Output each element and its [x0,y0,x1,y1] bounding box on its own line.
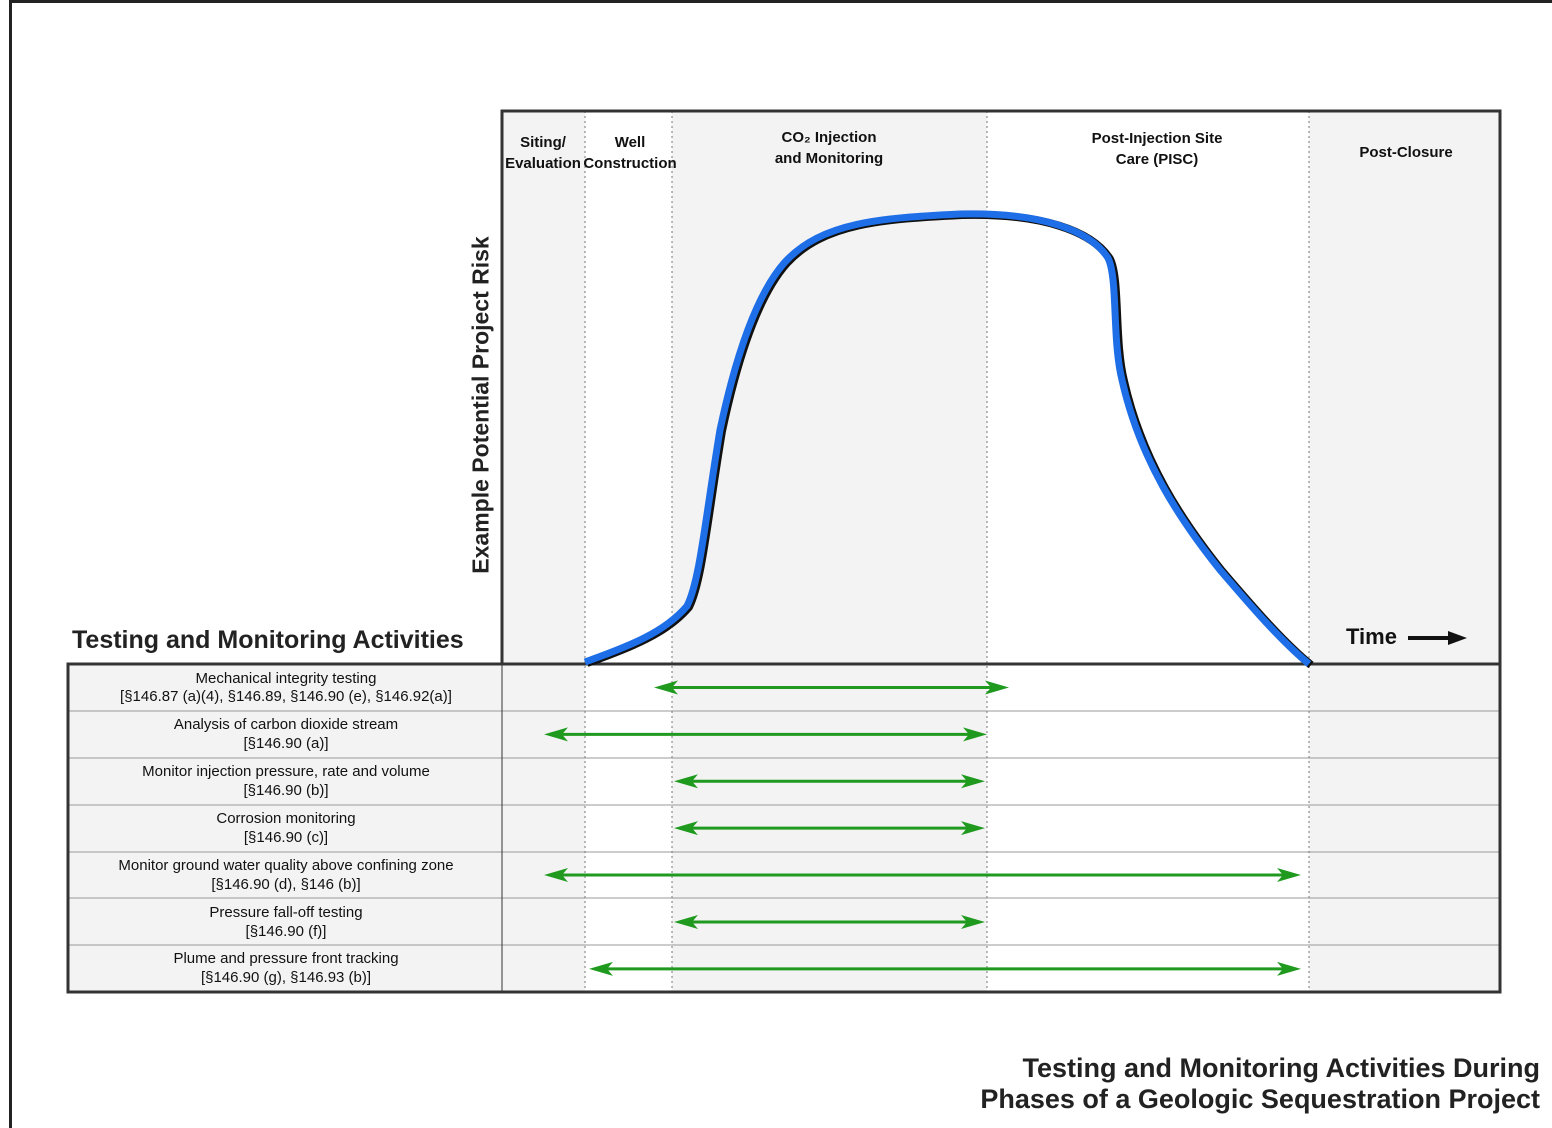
duration-arrow-head-right [985,680,1009,695]
duration-arrow-head-left [589,961,613,976]
phase-label-line: Well [615,134,646,151]
activity-citation: [§146.90 (a)] [243,735,328,752]
duration-arrow-head-right [1277,961,1301,976]
activity-row: Pressure fall-off testing [§146.90 (f)] [209,904,362,940]
phase-header-construction: Well Construction [583,134,676,172]
activity-name: Analysis of carbon dioxide stream [174,716,398,733]
activity-name: Pressure fall-off testing [209,904,362,921]
phase-label-line: Care (PISC) [1116,151,1199,168]
activity-name: Mechanical integrity testing [196,670,377,687]
figure-frame [9,0,1552,1128]
risk-curve [583,210,1312,667]
phase-bg-siting [502,111,585,992]
activity-name: Plume and pressure front tracking [173,950,398,967]
phase-label-line: CO₂ Injection [781,129,876,146]
phase-label-line: Siting/ [520,134,567,151]
activity-row: Plume and pressure front tracking [§146.… [173,950,398,986]
activity-label-area [68,664,502,992]
activity-citation: [§146.90 (c)] [244,829,328,846]
activity-citation: [§146.90 (f)] [246,923,327,940]
phase-boundaries [584,111,1310,992]
y-axis-label: Example Potential Project Risk [467,236,494,574]
activity-table-box [66,662,1502,994]
duration-arrow-head-right [963,727,987,742]
duration-arrow-head-left [674,774,698,789]
activity-name: Corrosion monitoring [216,810,355,827]
activity-row: Monitor injection pressure, rate and vol… [142,763,430,799]
phase-header-injection: CO₂ Injection and Monitoring [775,129,883,167]
phase-bg-construction [585,111,672,992]
activity-name: Monitor ground water quality above confi… [118,857,453,874]
duration-arrow-head-left [654,680,678,695]
phase-label-line: Evaluation [505,155,581,172]
row-separators [68,710,1500,946]
activity-row: Monitor ground water quality above confi… [118,857,453,893]
activity-rows: Mechanical integrity testing [§146.87 (a… [118,670,453,986]
phase-label-line: Post-Closure [1359,144,1452,161]
duration-arrow-head-right [1277,868,1301,883]
figure-title-line: Phases of a Geologic Sequestration Proje… [980,1084,1540,1114]
activity-citation: [§146.87 (a)(4), §146.89, §146.90 (e), §… [120,688,452,705]
duration-arrow-head-left [674,821,698,836]
time-arrow-icon [1408,631,1467,645]
duration-arrow-head-right [961,774,985,789]
phase-bg-postclosure [1309,111,1500,992]
activity-row: Analysis of carbon dioxide stream [§146.… [174,716,398,752]
activity-citation: [§146.90 (b)] [243,782,328,799]
duration-arrows [544,680,1301,976]
activity-name: Monitor injection pressure, rate and vol… [142,763,430,780]
activity-row: Mechanical integrity testing [§146.87 (a… [120,670,452,705]
phase-label-line: and Monitoring [775,150,883,167]
activities-heading: Testing and Monitoring Activities [72,626,464,654]
figure-title-line: Testing and Monitoring Activities During [1022,1053,1541,1083]
duration-arrow-head-left [544,727,568,742]
phase-bg-injection [672,111,987,992]
time-label: Time [1346,624,1397,649]
activity-row: Corrosion monitoring [§146.90 (c)] [216,810,355,846]
phase-header-pisc: Post-Injection Site Care (PISC) [1092,130,1223,168]
duration-arrow-head-left [674,914,698,929]
figure-title: Testing and Monitoring Activities During… [980,1053,1540,1115]
activity-citation: [§146.90 (d), §146 (b)] [211,876,360,893]
activity-citation: [§146.90 (g), §146.93 (b)] [201,969,371,986]
phase-bg-pisc [987,111,1309,992]
duration-arrow-head-right [961,821,985,836]
phase-header-postclosure: Post-Closure [1359,144,1452,161]
phase-header-siting: Siting/ Evaluation [505,134,581,172]
duration-arrow-head-right [961,914,985,929]
duration-arrow-head-left [544,868,568,883]
phase-label-line: Construction [583,155,676,172]
phase-label-line: Post-Injection Site [1092,130,1223,147]
